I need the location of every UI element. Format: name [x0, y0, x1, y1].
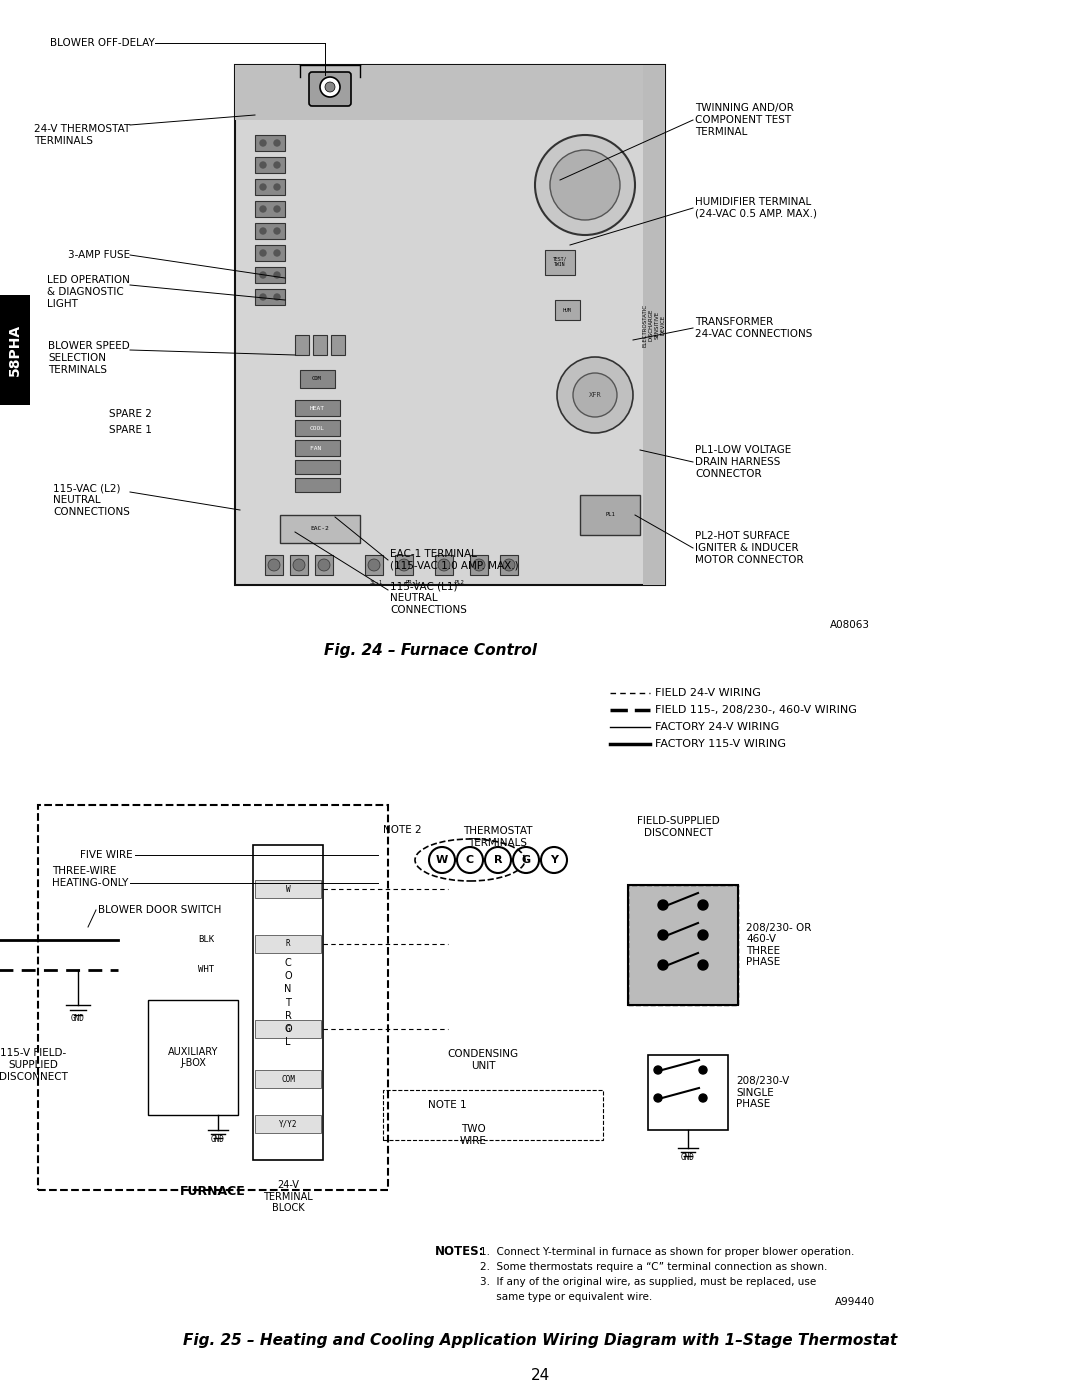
Circle shape: [274, 184, 280, 190]
Text: Y: Y: [550, 855, 558, 865]
Bar: [148, 1000, 238, 1115]
Circle shape: [274, 205, 280, 212]
Text: PR-1: PR-1: [405, 581, 419, 585]
Bar: [365, 555, 383, 576]
Circle shape: [274, 293, 280, 300]
Text: G: G: [286, 1024, 291, 1034]
Bar: [255, 935, 321, 953]
Bar: [315, 555, 333, 576]
Bar: [255, 224, 285, 239]
Bar: [255, 156, 285, 173]
Text: A99440: A99440: [835, 1296, 875, 1308]
Bar: [255, 289, 285, 305]
Circle shape: [368, 559, 380, 571]
Text: COM: COM: [312, 377, 322, 381]
Text: TWINNING AND/OR
COMPONENT TEST
TERMINAL: TWINNING AND/OR COMPONENT TEST TERMINAL: [696, 103, 794, 137]
Bar: [255, 1070, 321, 1088]
Circle shape: [438, 559, 450, 571]
Circle shape: [658, 900, 669, 909]
Text: 115-VAC (L1)
NEUTRAL
CONNECTIONS: 115-VAC (L1) NEUTRAL CONNECTIONS: [390, 581, 467, 615]
Bar: [255, 1115, 321, 1133]
Bar: [253, 845, 323, 1160]
Bar: [383, 1090, 603, 1140]
Circle shape: [429, 847, 455, 873]
Circle shape: [698, 960, 708, 970]
Circle shape: [485, 847, 511, 873]
Circle shape: [274, 272, 280, 278]
Text: PL1-LOW VOLTAGE
DRAIN HARNESS
CONNECTOR: PL1-LOW VOLTAGE DRAIN HARNESS CONNECTOR: [696, 446, 792, 479]
Bar: [627, 886, 738, 1004]
Text: PL2: PL2: [454, 581, 464, 585]
Bar: [235, 66, 665, 120]
Text: G: G: [522, 855, 530, 865]
Text: HUMIDIFIER TERMINAL
(24-VAC 0.5 AMP. MAX.): HUMIDIFIER TERMINAL (24-VAC 0.5 AMP. MAX…: [696, 197, 816, 219]
Text: ELECTROSTATIC
DISCHARGE
SENSITIVE
DEVICE: ELECTROSTATIC DISCHARGE SENSITIVE DEVICE: [643, 303, 665, 346]
Text: TWO
WIRE: TWO WIRE: [460, 1125, 486, 1146]
Circle shape: [573, 373, 617, 416]
Circle shape: [274, 162, 280, 168]
Bar: [255, 880, 321, 898]
Circle shape: [320, 77, 340, 96]
Circle shape: [260, 140, 266, 147]
Text: FAN: FAN: [310, 446, 324, 450]
Circle shape: [699, 1094, 707, 1102]
Bar: [235, 66, 665, 585]
Text: 24-V THERMOSTAT
TERMINALS: 24-V THERMOSTAT TERMINALS: [33, 124, 130, 145]
Text: FIELD 115-, 208/230-, 460-V WIRING: FIELD 115-, 208/230-, 460-V WIRING: [654, 705, 856, 715]
Text: Y/Y2: Y/Y2: [279, 1119, 297, 1129]
Text: CONDENSING
UNIT: CONDENSING UNIT: [447, 1049, 518, 1070]
Text: HEAT: HEAT: [310, 405, 324, 411]
Bar: [395, 555, 413, 576]
Circle shape: [274, 140, 280, 147]
Text: COM: COM: [281, 1074, 295, 1084]
Circle shape: [318, 559, 330, 571]
Bar: [0, 295, 30, 405]
Text: LED OPERATION
& DIAGNOSTIC
LIGHT: LED OPERATION & DIAGNOSTIC LIGHT: [48, 275, 130, 309]
Circle shape: [658, 960, 669, 970]
Bar: [500, 555, 518, 576]
Text: C
O
N
T
R
O
L: C O N T R O L: [284, 958, 292, 1048]
Bar: [38, 805, 388, 1190]
Circle shape: [260, 228, 266, 235]
Bar: [470, 555, 488, 576]
Bar: [295, 440, 340, 455]
Circle shape: [503, 559, 515, 571]
Circle shape: [513, 847, 539, 873]
Text: FIELD-SUPPLIED
DISCONNECT: FIELD-SUPPLIED DISCONNECT: [636, 816, 719, 838]
Bar: [291, 555, 308, 576]
Text: 24-V
TERMINAL
BLOCK: 24-V TERMINAL BLOCK: [264, 1180, 313, 1213]
Text: FURNACE: FURNACE: [180, 1185, 246, 1199]
Circle shape: [274, 228, 280, 235]
Text: BLOWER SPEED
SELECTION
TERMINALS: BLOWER SPEED SELECTION TERMINALS: [49, 341, 130, 374]
Text: W: W: [436, 855, 448, 865]
Circle shape: [260, 293, 266, 300]
Text: 58PHA: 58PHA: [8, 324, 22, 376]
Bar: [580, 495, 640, 535]
Circle shape: [260, 162, 266, 168]
Circle shape: [274, 250, 280, 256]
Bar: [255, 267, 285, 284]
Text: NOTE 2: NOTE 2: [383, 826, 421, 835]
Text: R: R: [286, 940, 291, 949]
Text: 3-AMP FUSE: 3-AMP FUSE: [68, 250, 130, 260]
Text: 3.  If any of the original wire, as supplied, must be replaced, use: 3. If any of the original wire, as suppl…: [480, 1277, 816, 1287]
Text: GND: GND: [681, 1153, 694, 1162]
Text: BLOWER OFF-DELAY: BLOWER OFF-DELAY: [51, 38, 156, 47]
Bar: [555, 300, 580, 320]
Text: 2.  Some thermostats require a “C” terminal connection as shown.: 2. Some thermostats require a “C” termin…: [480, 1261, 827, 1273]
Text: FACTORY 115-V WIRING: FACTORY 115-V WIRING: [654, 739, 786, 749]
Bar: [255, 201, 285, 217]
Text: WHT: WHT: [198, 965, 214, 975]
Bar: [435, 555, 453, 576]
Text: EAC-1 TERMINAL
(115-VAC 1.0 AMP. MAX.): EAC-1 TERMINAL (115-VAC 1.0 AMP. MAX.): [390, 549, 518, 571]
Text: THERMOSTAT
TERMINALS: THERMOSTAT TERMINALS: [463, 826, 532, 848]
Text: Fig. 24 – Furnace Control: Fig. 24 – Furnace Control: [324, 643, 537, 658]
Text: 24: 24: [530, 1368, 550, 1383]
Text: 1.  Connect Y-terminal in furnace as shown for proper blower operation.: 1. Connect Y-terminal in furnace as show…: [480, 1248, 854, 1257]
Text: AUXILIARY
J-BOX: AUXILIARY J-BOX: [167, 1046, 218, 1069]
Text: BLK: BLK: [198, 936, 214, 944]
Circle shape: [473, 559, 485, 571]
Text: GND: GND: [211, 1134, 225, 1144]
Text: Fig. 25 – Heating and Cooling Application Wiring Diagram with 1–Stage Thermostat: Fig. 25 – Heating and Cooling Applicatio…: [183, 1333, 897, 1348]
Bar: [295, 420, 340, 436]
